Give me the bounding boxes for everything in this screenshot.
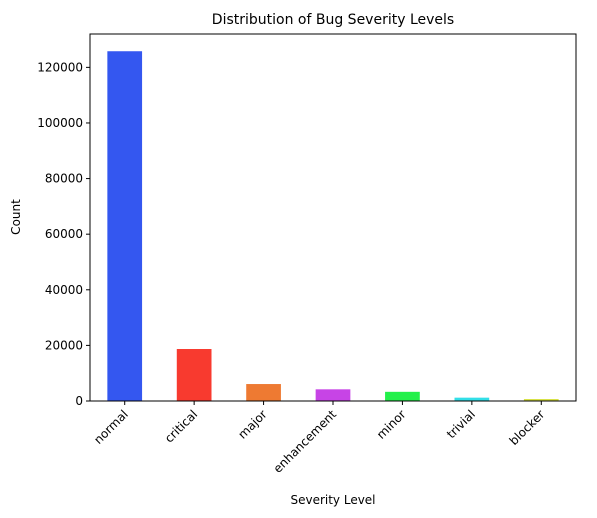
bar-minor	[385, 391, 420, 401]
y-tick-label: 0	[75, 394, 83, 408]
bar-critical	[176, 349, 212, 401]
y-tick-label: 40000	[45, 283, 83, 297]
bars-group	[107, 51, 559, 401]
bar-blocker	[523, 399, 559, 401]
x-axis-ticks: normal critical major enhancement minor trivi…	[91, 401, 547, 476]
plot-frame	[89, 33, 577, 402]
chart-title: Distribution of Bug Severity Levels	[212, 12, 454, 28]
x-tick-label: major	[235, 407, 269, 441]
x-axis-label: Severity Level	[290, 493, 375, 507]
bar-normal	[107, 51, 143, 401]
y-axis-label: Count	[9, 199, 23, 235]
x-tick-label: minor	[374, 407, 409, 442]
y-tick-label: 120000	[37, 60, 83, 74]
x-tick-label: trivial	[444, 407, 478, 441]
bar-trivial	[454, 397, 490, 401]
y-tick-label: 80000	[45, 172, 83, 186]
x-tick-label: blocker	[507, 407, 548, 448]
y-tick-label: 60000	[45, 227, 83, 241]
y-tick-label: 100000	[37, 116, 83, 130]
x-tick-label: critical	[162, 407, 200, 445]
bar-enhancement	[315, 389, 351, 401]
y-axis-ticks: 0 20000 40000 60000 80000 100000 120000	[37, 60, 90, 408]
y-tick-label: 20000	[45, 338, 83, 352]
x-tick-label: normal	[91, 407, 131, 447]
x-tick-label: enhancement	[271, 407, 340, 476]
bar-major	[246, 384, 281, 401]
